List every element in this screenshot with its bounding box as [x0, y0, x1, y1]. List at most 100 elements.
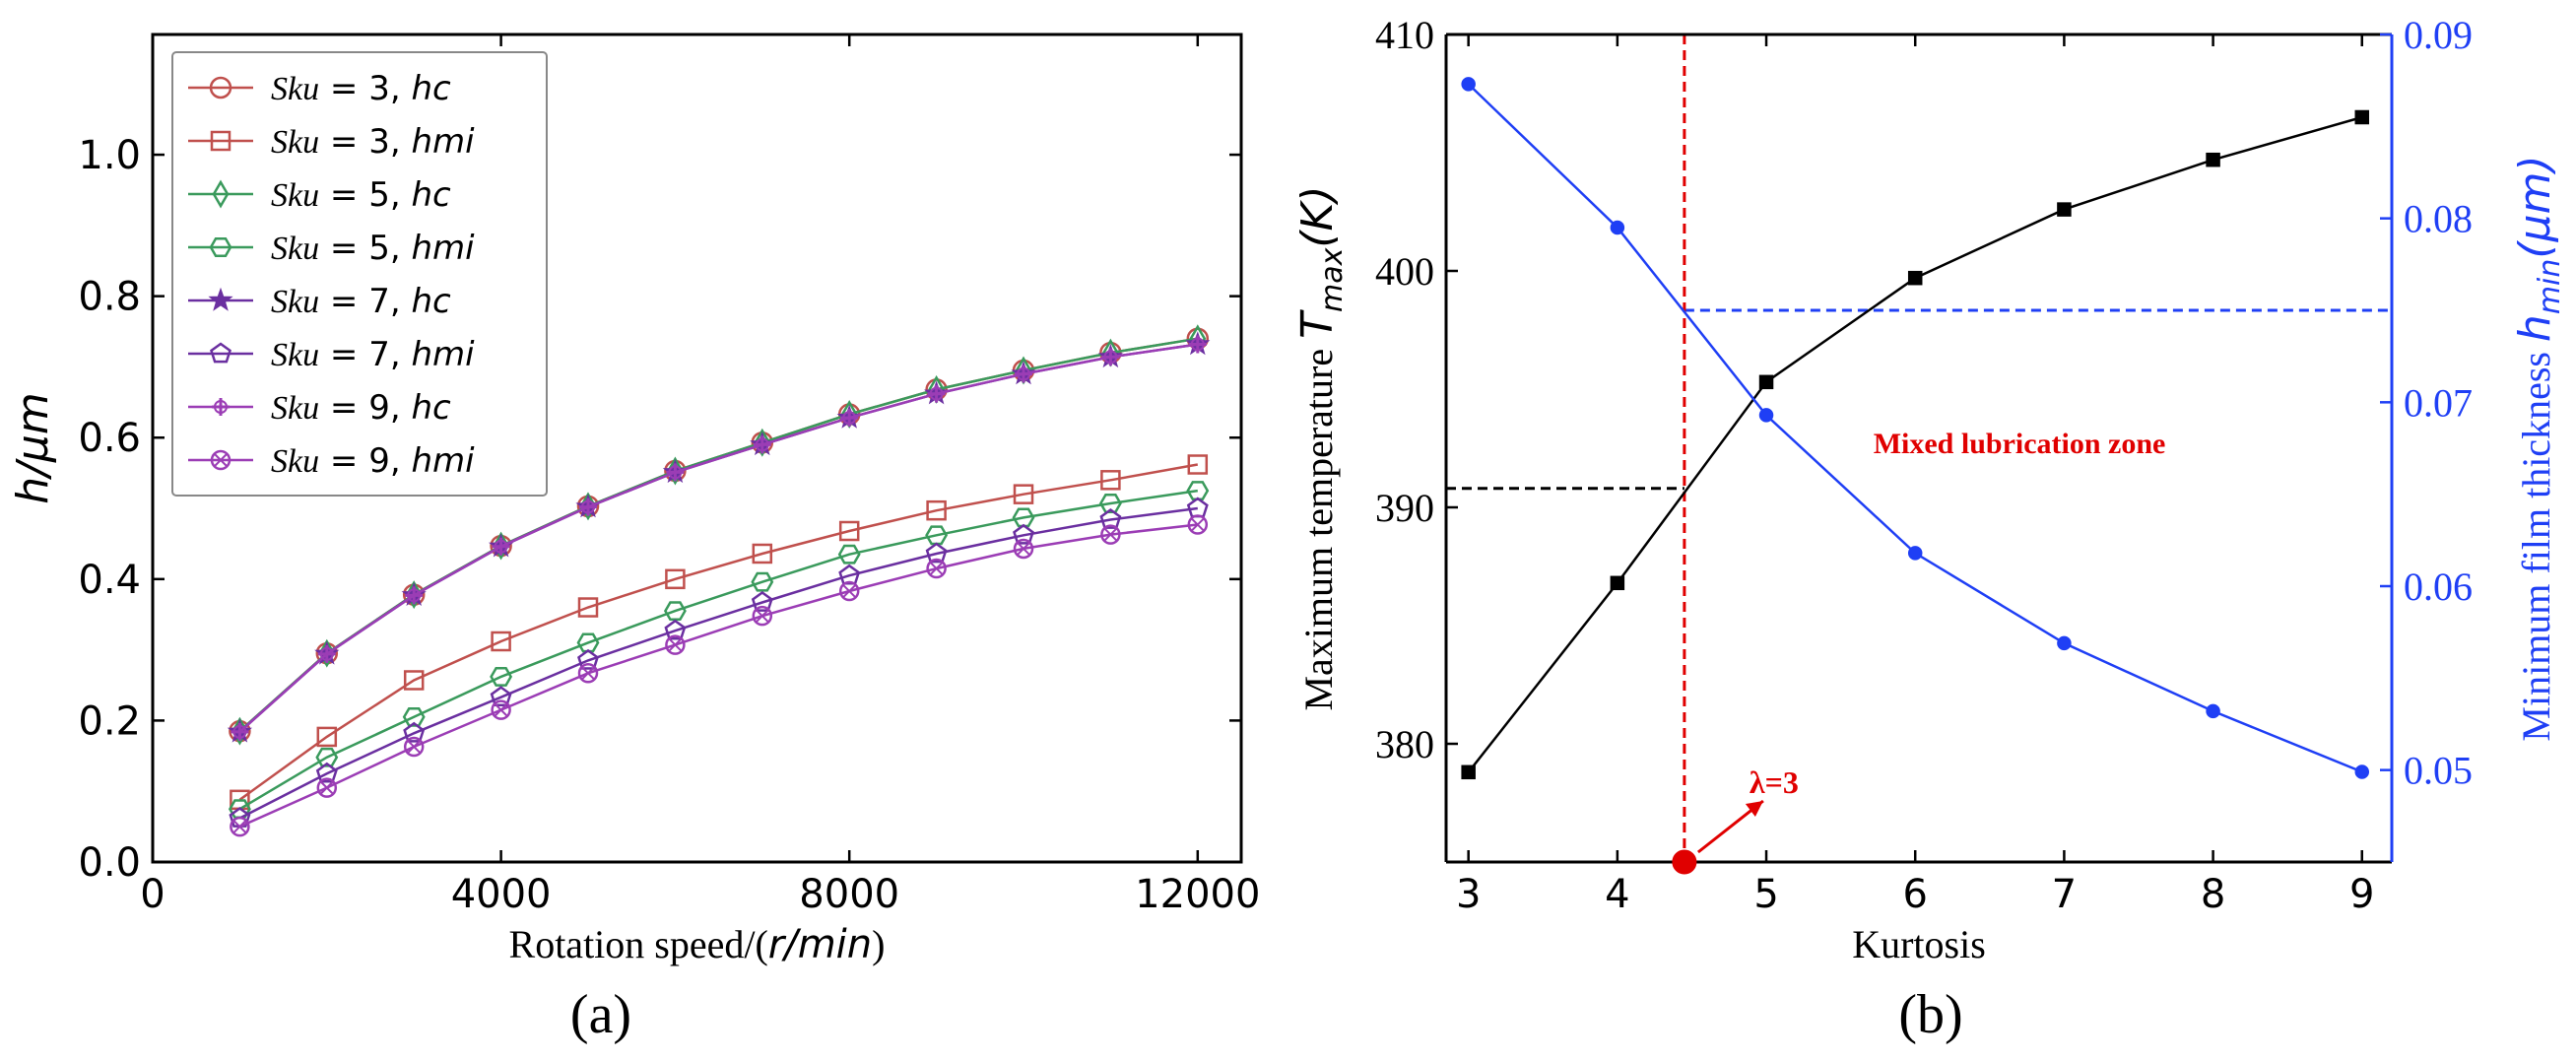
chart-b-left-axis-label: Maximum temperature Tmax(K)	[1292, 185, 1350, 710]
chart-a-data-point-ring	[842, 411, 857, 426]
chart-a-series-line	[238, 489, 1198, 811]
chart-a-data-point	[403, 736, 425, 758]
chart-b-left-label-unit: (K)	[1292, 185, 1343, 247]
chart-a-legend-box	[171, 51, 548, 497]
chart-b-left-tick-label: 380	[1375, 722, 1434, 766]
chart-a-legend-label: Sku = 7, hc	[271, 282, 451, 321]
chart-a-legend-label: Sku = 3, hmi	[271, 122, 475, 162]
chart-b-data-point	[1610, 220, 1625, 235]
chart-a-legend-label-b: = 3,	[319, 69, 411, 108]
chart-b-data-point	[2206, 703, 2220, 719]
chart-b-right-tick-label: 0.07	[2404, 380, 2473, 425]
chart-a-legend-label-c: hmi	[411, 441, 475, 481]
chart-a-series-line	[238, 343, 1198, 733]
chart-b-x-tick-label: 4	[1605, 872, 1629, 917]
chart-a-legend-label-b: = 5,	[319, 229, 411, 268]
chart-a-data-point-cross	[668, 637, 683, 652]
chart-b-series	[1461, 77, 2370, 780]
chart-a-legend-label-a: Sku	[271, 337, 319, 373]
chart-a-legend-label: Sku = 3, hc	[271, 69, 451, 108]
chart-a-data-point-ring	[232, 724, 247, 739]
chart-a-x-tick-label: 4000	[451, 872, 552, 917]
chart-a-data-point	[665, 634, 686, 655]
chart-a-x-tick-label: 8000	[799, 872, 899, 917]
chart-a-data-point	[1187, 514, 1209, 535]
chart-a-data-point-ring	[1017, 366, 1030, 381]
chart-a-legend-label-c: hc	[411, 282, 451, 321]
chart-a-series-line	[238, 523, 1198, 829]
chart-b-right-label-unit: (μm)	[2510, 155, 2560, 258]
chart-a-legend-label: Sku = 9, hc	[271, 388, 451, 428]
chart-a-legend-label-b: = 7,	[319, 335, 411, 374]
chart-a-legend-marker-cross	[214, 453, 228, 467]
chart-a-legend-label: Sku = 9, hmi	[271, 441, 475, 481]
chart-a-data-point	[837, 544, 861, 564]
chart-b-data-point	[2354, 109, 2370, 125]
chart-a-data-point	[315, 762, 338, 783]
chart-a-data-point	[664, 619, 687, 640]
chart-a-legend-label-b: = 3,	[319, 122, 411, 162]
chart-a-series	[227, 324, 1211, 837]
chart-b-x-tick-label: 8	[2201, 872, 2225, 917]
chart-b-lambda-annotation: λ=3	[1750, 764, 1799, 800]
chart-a-data-point	[666, 456, 684, 486]
chart-a-legend-label: Sku = 5, hmi	[271, 229, 475, 268]
chart-a-data-point-ring	[668, 465, 683, 480]
chart-b-x-axis-label: Kurtosis	[1852, 922, 1986, 966]
chart-a-data-point-cross	[756, 609, 769, 623]
chart-a-data-point	[491, 699, 511, 720]
chart-a-legend-label-b: = 9,	[319, 441, 411, 481]
chart-b-right-tick-label: 0.06	[2404, 564, 2473, 609]
chart-a-data-point-ring	[494, 539, 508, 554]
chart-b-right-axis-label: Minimum film thickness hmin(μm)	[2510, 155, 2567, 741]
chart-b-right-tick-label: 0.05	[2404, 749, 2473, 793]
chart-a-legend-marker	[209, 76, 232, 100]
chart-b-data-point	[1758, 408, 1774, 423]
chart-a-data-point-cross	[320, 780, 334, 795]
chart-a-data-point	[1186, 481, 1210, 500]
chart-a-legend-label: Sku = 5, hc	[271, 175, 451, 215]
chart-b-right-label-sub: min	[2533, 259, 2567, 315]
chart-a-legend-label-a: Sku	[271, 71, 319, 107]
chart-a-legend-label-c: hc	[411, 69, 451, 108]
chart-a: 0 4000 8000 12000 0.0 0.2 0.4 0.6 0.8 1.0 Sku = 3…	[8, 33, 1260, 1045]
chart-a-data-point-cross	[407, 740, 421, 754]
chart-a-data-point	[751, 571, 774, 592]
chart-a-legend-label-a: Sku	[271, 177, 319, 214]
chart-a-data-point	[316, 726, 338, 748]
chart-a-data-point	[1186, 497, 1209, 518]
chart-a-data-point	[925, 542, 948, 564]
chart-b-x-tick-label: 6	[1902, 872, 1927, 917]
chart-a-legend-marker	[210, 449, 231, 471]
chart-b-zone-annotation: Mixed lubrication zone	[1874, 428, 2166, 460]
chart-a-plot-frame	[151, 33, 1243, 864]
chart-b-left-tick-label: 410	[1375, 13, 1434, 57]
chart-a-legend-label: Sku = 7, hmi	[271, 335, 475, 374]
chart-a-data-point-ring	[581, 499, 595, 514]
chart-a-data-point-ring	[755, 437, 769, 452]
chart-b-left-tick-label: 390	[1375, 486, 1434, 530]
chart-b-data-point	[2057, 202, 2072, 217]
chart-a-y-axis-label: h/μm	[8, 392, 58, 504]
chart-a-legend-label-c: hmi	[411, 335, 475, 374]
chart-a-data-point	[230, 816, 250, 837]
chart-b: 3 4 5 6 7 8 93803904004100.050.060.070.080.09 …	[1292, 13, 2567, 1045]
chart-a-data-point	[1099, 507, 1122, 529]
chart-a-data-point	[1187, 454, 1209, 475]
chart-a-legend-marker	[210, 342, 231, 364]
chart-a-data-point-cross	[1191, 517, 1205, 532]
chart-a-legend-label-b: = 5,	[319, 175, 411, 215]
chart-a-legend-marker-ring	[214, 400, 228, 414]
chart-b-data-point	[1461, 77, 1476, 92]
chart-b-data-point	[1907, 270, 1923, 286]
chart-b-data-point	[2206, 152, 2220, 167]
chart-a-legend-marker	[212, 179, 230, 209]
chart-a-x-label-unit: r/min	[768, 922, 872, 967]
chart-a-y-tick-label: 0.6	[78, 416, 141, 461]
chart-a-data-point	[838, 564, 861, 585]
chart-a-data-point-ring	[1190, 337, 1205, 352]
chart-b-data-point	[1461, 764, 1476, 780]
chart-a-y-tick-label: 0.0	[78, 840, 141, 886]
chart-a-data-point-ring	[407, 588, 422, 603]
chart-a-data-point	[491, 631, 511, 652]
